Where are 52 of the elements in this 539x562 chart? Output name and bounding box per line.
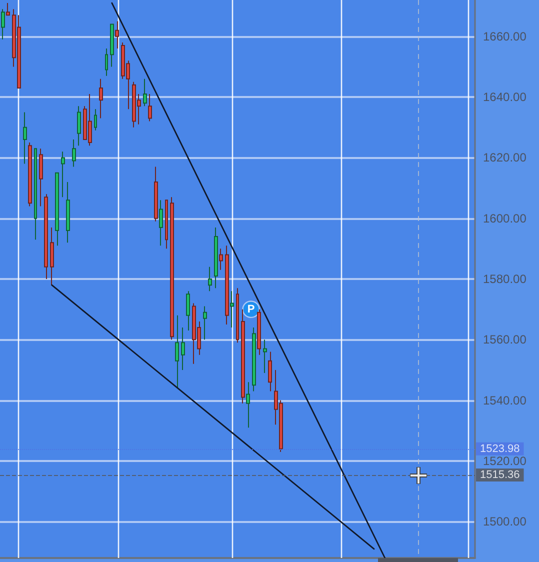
candlestick — [263, 339, 267, 374]
candlestick — [241, 308, 245, 404]
candlestick — [257, 308, 261, 356]
y-tick-label: 1520.00 — [483, 454, 527, 468]
y-tick-label: 1580.00 — [483, 272, 527, 286]
y-tick-label: 1540.00 — [483, 393, 527, 408]
candlestick — [143, 78, 147, 107]
ref-line-label: 1515.36 — [480, 469, 520, 482]
candlestick — [99, 78, 103, 119]
ref-line-label: 1523.98 — [480, 442, 520, 455]
candlestick — [225, 245, 229, 325]
candlestick — [94, 108, 97, 131]
candlestick — [154, 166, 158, 222]
candlestick — [72, 139, 76, 168]
candlestick — [23, 112, 27, 164]
candlestick — [55, 172, 59, 246]
candlestick — [246, 382, 250, 428]
candlestick — [39, 148, 43, 207]
y-tick-label: 1620.00 — [483, 150, 527, 165]
annotation: P — [247, 303, 255, 316]
candlestick — [175, 314, 179, 389]
candlestick — [77, 106, 81, 146]
y-tick-label: 1500.00 — [483, 514, 527, 529]
candlestick — [61, 151, 65, 198]
candlestick — [186, 290, 190, 332]
y-tick-label: 1560.00 — [483, 332, 527, 347]
candlestick — [181, 327, 185, 370]
candlestick — [165, 200, 168, 250]
candlestick — [1, 8, 5, 40]
candlestick — [208, 266, 212, 292]
y-tick-label: 1600.00 — [483, 211, 527, 226]
candlestick — [268, 351, 272, 392]
candlestick — [28, 142, 32, 207]
candlestick — [219, 248, 223, 270]
candlestick — [252, 327, 256, 392]
y-tick-label: 1640.00 — [483, 90, 527, 104]
candlestick — [115, 20, 119, 50]
candlestick — [66, 181, 70, 244]
candlestick — [44, 194, 48, 280]
candlestick — [50, 226, 54, 286]
candlestick — [6, 2, 10, 16]
y-tick-label: 1660.00 — [483, 29, 527, 44]
candlestick — [34, 148, 37, 240]
candlestick — [170, 196, 174, 340]
candlestick — [110, 24, 114, 68]
candlestick — [214, 226, 218, 289]
candlestick — [230, 290, 234, 328]
candlestick — [236, 288, 239, 344]
candlestick — [203, 306, 207, 340]
candlestick — [159, 200, 163, 246]
candlestick — [105, 48, 108, 76]
candlestick — [148, 94, 152, 122]
